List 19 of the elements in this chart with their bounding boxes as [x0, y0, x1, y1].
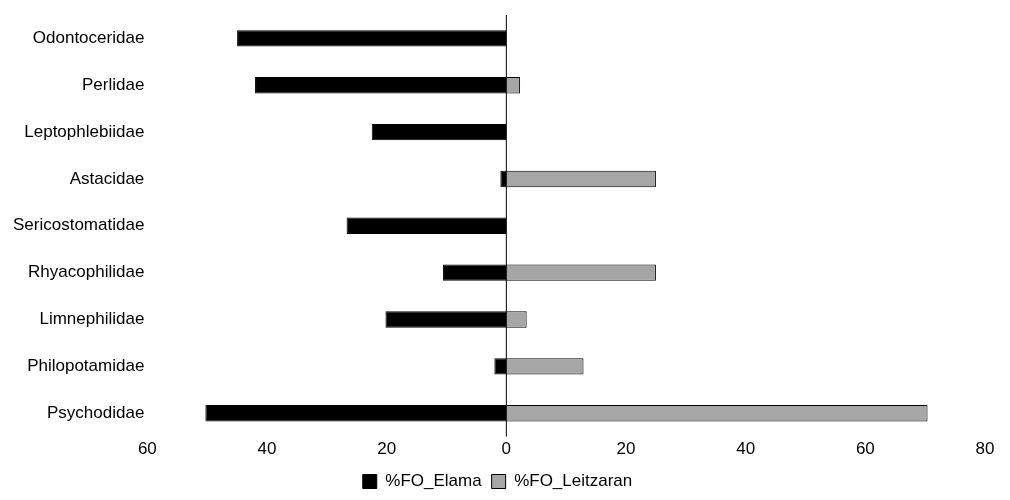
y-tick-label: Limnephilidae — [39, 309, 145, 329]
y-tick-label: Sericostomatidae — [13, 215, 145, 235]
y-tick-label: Odontoceridae — [32, 28, 145, 48]
legend-label: %FO_Leitzaran — [514, 471, 633, 491]
y-tick-label: Leptophlebiidae — [24, 121, 145, 141]
y-tick-label: Philopotamidae — [27, 356, 145, 376]
x-tick-label: 60 — [855, 439, 875, 459]
x-tick-label: 60 — [137, 439, 157, 459]
x-tick-label: 20 — [616, 439, 636, 459]
y-tick-label: Rhyacophilidae — [28, 262, 145, 282]
x-tick-label: 20 — [377, 439, 397, 459]
y-tick-label: Psychodidae — [47, 402, 145, 422]
x-tick-label: 40 — [736, 439, 756, 459]
x-tick-label: 0 — [501, 439, 512, 459]
y-tick-label: Perlidae — [81, 74, 145, 94]
legend-label: %FO_Elama — [385, 471, 483, 491]
y-tick-label: Astacidae — [69, 168, 145, 188]
x-tick-label: 40 — [257, 439, 277, 459]
x-tick-label: 80 — [975, 439, 995, 459]
